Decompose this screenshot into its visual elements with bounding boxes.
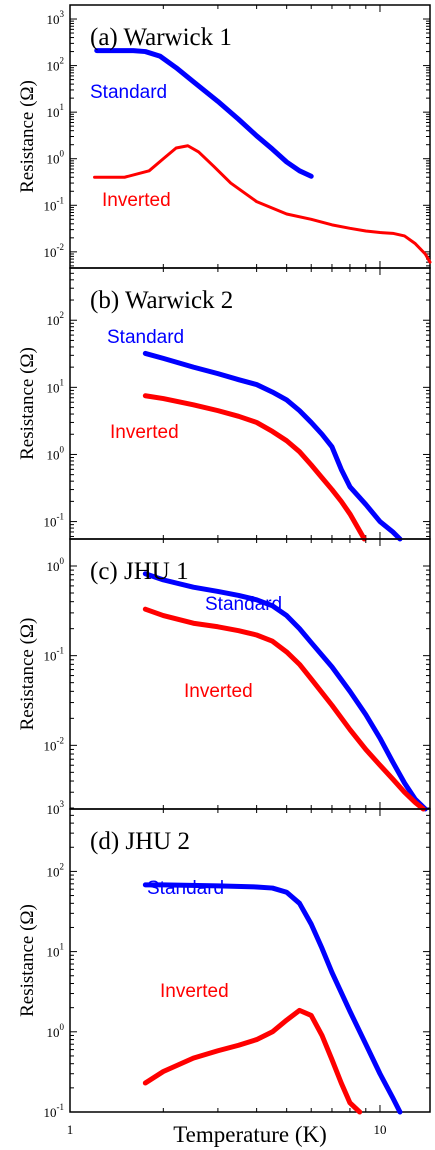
panel-1: 10-2 10-1 100 101 102 103 Standard Inverted (a) …	[17, 4, 432, 269]
panel-3: 10-2 10-1 100 103 Standard Inverted (c) JHU 1 R…	[17, 538, 431, 817]
y-axis-title: Resistance (Ω)	[17, 618, 38, 731]
series-label-inverted: Inverted	[102, 190, 171, 211]
y-tick-label: 102	[47, 310, 65, 328]
series-label-standard: Standard	[205, 594, 282, 615]
series-line-inverted	[93, 144, 432, 264]
panel-frame	[69, 808, 431, 1113]
y-axis-title: Resistance (Ω)	[17, 904, 38, 1017]
y-tick-label: 10-1	[44, 646, 65, 664]
x-axis-title: Temperature (K)	[173, 1122, 327, 1147]
panel-2: 10-1 100 101 102 Standard Inverted (b) Warwick…	[17, 267, 431, 542]
y-tick-label: 100	[47, 149, 65, 167]
series-line-inverted	[142, 1007, 363, 1115]
panel-title: (b) Warwick 2	[90, 287, 233, 314]
y-tick-label: 100	[47, 1022, 65, 1040]
y-tick-label: 103	[47, 9, 65, 27]
y-axis-title: Resistance (Ω)	[17, 347, 38, 460]
y-tick-label: 101	[47, 377, 65, 395]
panel-title: (d) JHU 2	[90, 828, 190, 855]
series-line-standard	[142, 350, 403, 542]
series-label-inverted: Inverted	[160, 981, 229, 1002]
y-tick-label: 102	[47, 861, 65, 879]
series-line-standard	[142, 571, 428, 812]
y-tick-label: 10-2	[44, 735, 65, 753]
y-tick-label: 101	[47, 942, 65, 960]
y-tick-label: 103	[47, 799, 65, 817]
series-label-inverted: Inverted	[184, 681, 253, 702]
panel-title: (a) Warwick 1	[90, 24, 232, 51]
y-tick-label: 10-1	[44, 512, 65, 530]
series-label-standard: Standard	[107, 327, 184, 348]
y-tick-label: 101	[47, 102, 65, 120]
series-line-inverted	[142, 606, 426, 812]
y-tick-label: 10-1	[44, 1102, 65, 1120]
series-label-inverted: Inverted	[110, 422, 179, 443]
series-line-standard	[94, 48, 314, 179]
y-tick-label: 10-2	[44, 242, 65, 260]
series-line-inverted	[142, 393, 367, 542]
x-tick-label: 1	[67, 1122, 74, 1137]
series-label-standard: Standard	[147, 878, 224, 899]
y-tick-label: 100	[47, 444, 65, 462]
panel-title: (c) JHU 1	[90, 558, 189, 585]
y-tick-label: 102	[47, 56, 65, 74]
panel-4: 10-1 100 101 102 Standard Inverted (d) JHU 2 Re…	[17, 808, 431, 1120]
series-label-standard: Standard	[90, 82, 167, 103]
y-tick-label: 100	[47, 556, 65, 574]
y-tick-label: 10-1	[44, 195, 65, 213]
series-line-standard	[142, 882, 403, 1115]
y-axis-title: Resistance (Ω)	[17, 80, 38, 193]
x-tick-label: 10	[373, 1122, 386, 1137]
